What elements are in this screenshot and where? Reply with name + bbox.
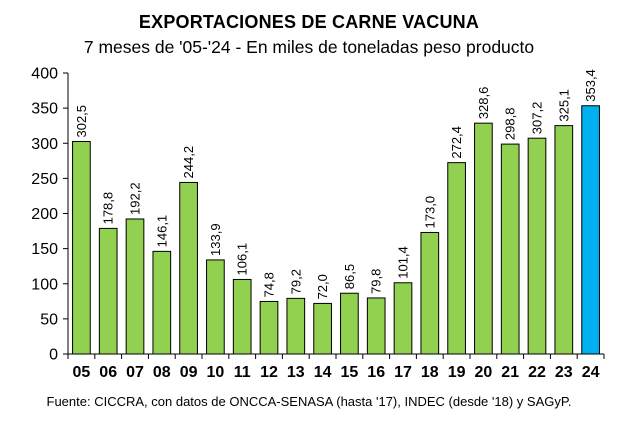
data-label: 353,4: [583, 69, 598, 102]
data-labels: 302,5 178,8 192,2 146,1 244,2 133,9 106,1 74,8 7…: [74, 69, 598, 299]
data-label: 325,1: [556, 89, 571, 122]
data-label: 272,4: [449, 126, 464, 159]
data-label: 133,9: [208, 223, 223, 256]
x-tick-label: 07: [126, 364, 144, 381]
bar: [179, 181, 198, 355]
y-axis: 0 50 100 150 200 250 300 350 400: [31, 66, 69, 364]
y-tick-label: 300: [31, 136, 58, 153]
x-tick-label: 20: [475, 364, 493, 381]
y-tick-label: 50: [40, 311, 58, 328]
chart-title: EXPORTACIONES DE CARNE VACUNA: [138, 12, 480, 32]
bar: [72, 140, 91, 355]
data-label: 178,8: [101, 192, 116, 225]
bar: [527, 137, 547, 355]
x-tick-label: 15: [341, 364, 359, 381]
chart-subtitle: 7 meses de '05-'24 - En miles de tonelad…: [83, 37, 535, 57]
data-label: 173,0: [422, 196, 437, 229]
x-tick-label: 19: [448, 364, 466, 381]
bar: [98, 227, 118, 355]
x-tick-label: 13: [287, 364, 305, 381]
y-tick-label: 150: [31, 241, 58, 258]
data-label: 298,8: [503, 108, 518, 141]
bar: [152, 250, 172, 355]
bar: [554, 125, 574, 355]
x-tick-label: 11: [234, 364, 251, 381]
y-tick-label: 200: [31, 206, 58, 223]
data-label: 307,2: [530, 102, 545, 135]
bar: [581, 105, 600, 355]
data-label: 328,6: [476, 87, 491, 120]
data-label: 79,2: [288, 269, 303, 294]
x-tick-label: 17: [394, 364, 412, 381]
bar: [232, 278, 252, 355]
data-label: 86,5: [342, 264, 357, 289]
bar: [340, 292, 359, 355]
x-tick-label: 22: [528, 364, 546, 381]
bar: [366, 297, 386, 355]
x-tick-label: 12: [260, 364, 278, 381]
x-tick-label: 18: [421, 364, 439, 381]
bar: [206, 259, 225, 355]
x-tick-label: 06: [99, 364, 117, 381]
x-tick-label: 05: [73, 364, 91, 381]
y-tick-label: 400: [31, 66, 58, 83]
bar: [259, 300, 279, 355]
x-tick-label: 23: [555, 364, 573, 381]
y-tick-label: 100: [31, 276, 58, 293]
data-label: 146,1: [154, 215, 169, 248]
chart-source: Fuente: CICCRA, con datos de ONCCA-SENAS…: [46, 394, 572, 409]
bar: [474, 122, 493, 355]
data-label: 106,1: [235, 243, 250, 276]
bar: [125, 218, 145, 355]
data-label: 302,5: [74, 105, 89, 138]
x-tick-label: 08: [153, 364, 171, 381]
x-tick-label: 09: [180, 364, 198, 381]
x-axis: 05 06 07 08 09 10 11 12 13 14 15 16 17 18 19 20 21 22 23 24: [67, 353, 605, 381]
x-tick-label: 10: [207, 364, 225, 381]
x-tick-label: 14: [314, 364, 332, 381]
y-tick-label: 0: [49, 347, 58, 364]
bar: [393, 282, 413, 355]
data-label: 192,2: [128, 182, 143, 215]
bar: [313, 302, 332, 355]
bars: [72, 105, 600, 355]
data-label: 244,2: [181, 146, 196, 179]
bar: [286, 297, 306, 355]
bar: [420, 231, 440, 355]
y-tick-label: 250: [31, 171, 58, 188]
bar: [500, 143, 520, 355]
x-tick-label: 21: [501, 364, 519, 381]
bar: [447, 162, 466, 355]
x-tick-label: 24: [582, 364, 600, 381]
data-label: 101,4: [396, 246, 411, 279]
data-label: 74,8: [262, 272, 277, 297]
x-tick-label: 16: [367, 364, 385, 381]
data-label: 79,8: [369, 269, 384, 294]
data-label: 72,0: [315, 274, 330, 299]
y-tick-label: 350: [31, 101, 58, 118]
